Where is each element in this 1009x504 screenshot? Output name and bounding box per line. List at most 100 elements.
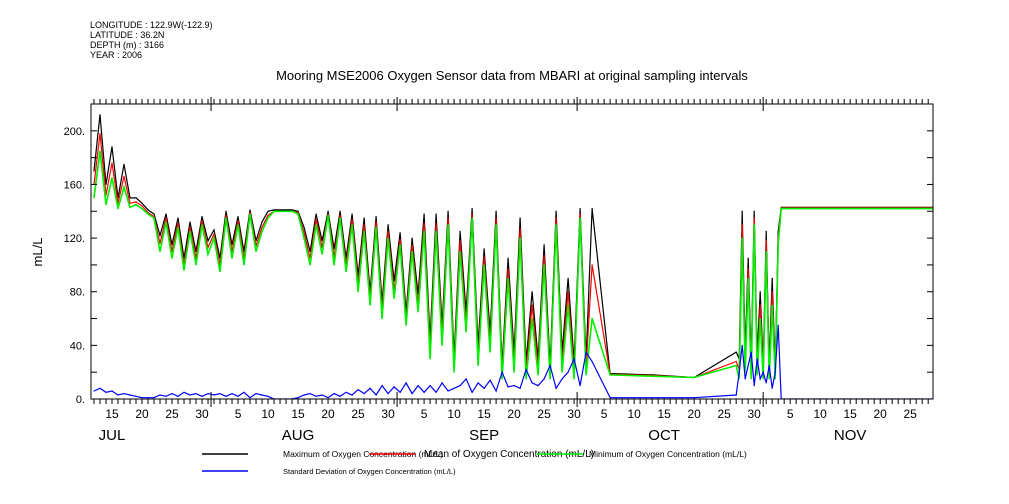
data-point [762,378,764,380]
data-point [459,384,461,387]
data-point [741,224,743,226]
data-point [507,257,509,259]
data-point [495,224,497,226]
data-point [339,210,341,212]
data-point [777,244,779,246]
legend-label: Minimum of Oxygen Concentration (mL/L) [589,449,747,459]
data-point [189,221,191,223]
data-point [255,250,257,253]
data-point [267,214,269,216]
data-point [489,351,491,353]
data-point [435,230,437,232]
data-point [333,248,335,250]
data-point [513,371,515,373]
data-point [123,175,125,178]
data-point [303,226,305,228]
data-point [411,237,413,239]
data-point [765,382,767,384]
data-point [363,224,365,226]
data-point [327,213,329,215]
data-point [195,264,197,266]
data-point [99,114,101,116]
data-point [255,240,257,242]
data-point [165,217,167,219]
data-point [153,213,155,215]
data-point [135,395,137,397]
data-point [453,387,455,389]
data-point [129,394,131,396]
data-point [567,277,569,279]
data-point [381,384,383,387]
data-point [477,382,479,384]
data-point [777,324,779,326]
data-point [249,209,251,211]
x-day-label: 15 [657,407,671,421]
data-point [189,226,191,228]
x-day-label: 20 [507,407,521,421]
data-point [321,253,323,255]
data-point [774,371,776,373]
x-day-label: 10 [627,407,641,421]
data-point [756,374,758,376]
data-point [177,395,179,397]
data-point [327,397,329,399]
data-point [165,395,167,397]
data-point [447,224,449,226]
data-point [591,264,593,266]
data-point [111,162,113,164]
data-point [735,360,737,363]
plot-frame [90,103,934,400]
legend-label: Mean of Oxygen Concentration (mL/L) [424,449,594,460]
data-point [117,207,119,210]
data-point [735,351,737,353]
data-point [375,226,377,228]
data-point [741,210,743,212]
data-point [765,250,767,253]
data-point [753,217,755,219]
data-point [135,197,137,199]
data-point [171,393,173,395]
data-point [417,311,419,313]
data-point [465,331,467,333]
data-point [273,209,275,211]
x-day-label: 25 [717,407,731,421]
x-day-label: 5 [787,407,794,421]
data-point [153,217,155,219]
longitude-label: LONGITUDE : 122.9W(-122.9) [90,20,213,30]
data-point [297,213,299,215]
data-point [423,222,425,224]
data-point [213,237,215,239]
data-point [159,242,161,245]
data-point [405,324,407,326]
data-point [381,317,383,320]
data-point [387,393,389,395]
data-point [399,238,401,241]
data-point [567,291,569,293]
data-point [447,210,449,212]
data-point [756,358,758,360]
data-point [417,384,419,387]
data-point [225,214,227,216]
y-tick-label: 0. [76,394,85,406]
data-point [369,387,371,389]
data-point [135,203,137,206]
data-point [363,230,365,232]
data-point [159,250,161,253]
data-point [315,213,317,215]
x-day-label: 5 [235,407,242,421]
x-day-label: 30 [747,407,761,421]
data-point [219,393,221,395]
data-point [285,210,287,212]
metadata-block: LONGITUDE : 122.9W(-122.9) LATITUDE : 36… [90,20,213,60]
data-point [291,210,293,212]
data-point [339,395,341,397]
data-point [531,291,533,293]
data-point [747,364,749,367]
y-tick-label: 160. [64,179,85,191]
data-point [471,213,473,215]
data-point [297,397,299,399]
data-point [261,394,263,396]
x-day-label: 25 [165,407,179,421]
data-point [780,207,782,210]
